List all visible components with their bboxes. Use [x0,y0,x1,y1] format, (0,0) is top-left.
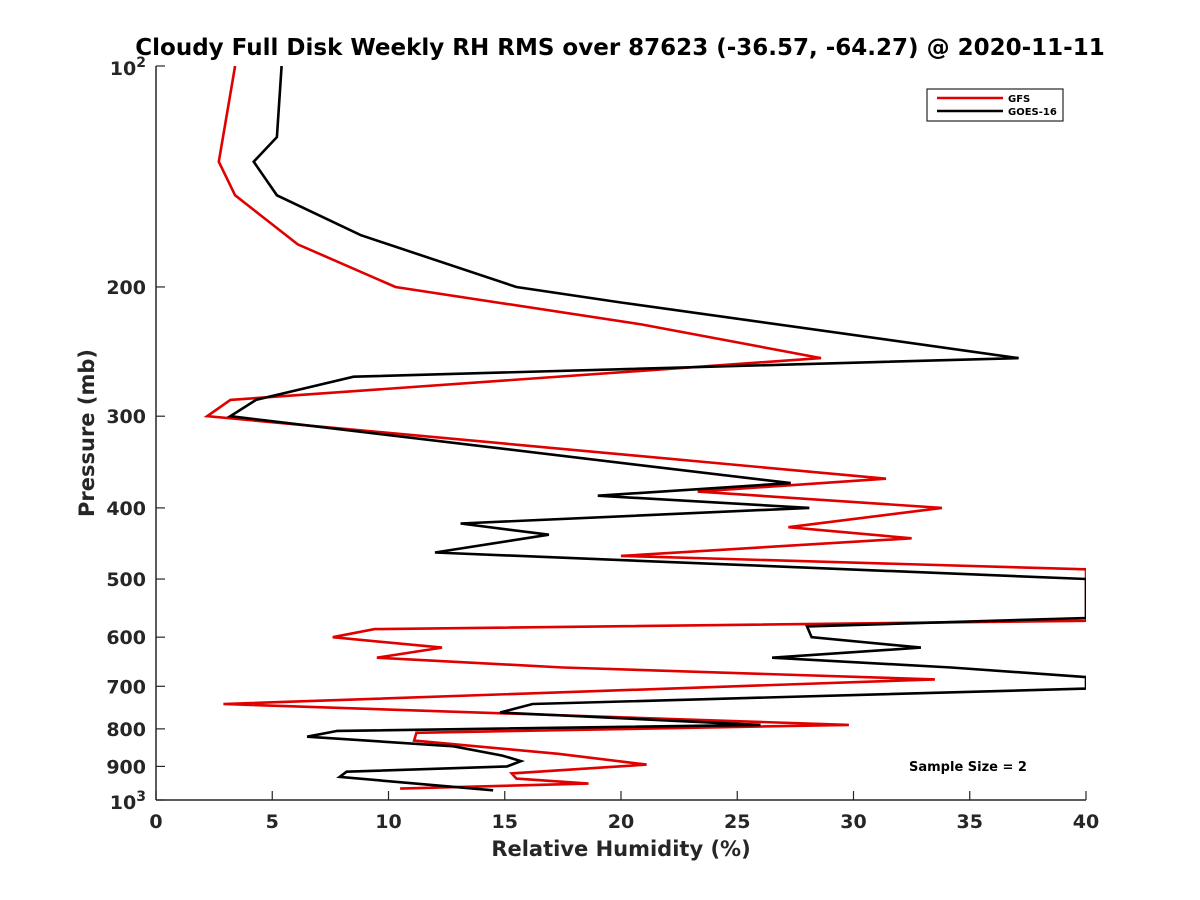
x-tick-label: 35 [957,811,983,833]
legend-box [926,88,1064,122]
series-line-gfs [203,65,1086,790]
y-tick-label: 900 [106,756,146,778]
legend: GFS GOES-16 [926,88,1064,122]
x-tick-label: 25 [724,811,750,833]
x-ticks: 0 5 10 15 20 25 30 35 40 [149,791,1099,833]
y-tick-label: 600 [106,627,146,649]
y-axis-label: Pressure (mb) [75,349,99,517]
y-tick-label: 300 [106,406,146,428]
y-tick-label: 102 [110,55,146,80]
series-line-goes16 [226,65,1086,792]
y-tick-label: 103 [110,789,146,814]
y-tick-label: 200 [106,277,146,299]
legend-label-goes16: GOES-16 [1008,107,1057,118]
y-tick-label: 400 [106,498,146,520]
sample-size-annotation: Sample Size = 2 [909,760,1027,775]
x-tick-label: 5 [266,811,279,833]
y-tick-label: 800 [106,719,146,741]
series-layer [203,65,1086,792]
x-tick-label: 0 [149,811,162,833]
y-tick-label: 500 [106,569,146,591]
x-tick-label: 15 [492,811,518,833]
x-tick-label: 30 [840,811,866,833]
chart-title: Cloudy Full Disk Weekly RH RMS over 8762… [135,35,1104,61]
x-tick-label: 20 [608,811,634,833]
x-tick-label: 10 [375,811,401,833]
x-axis-label: Relative Humidity (%) [491,837,750,861]
y-tick-label: 700 [106,676,146,698]
y-ticks: 102 200 300 400 500 600 700 800 900 103 [106,55,165,814]
x-tick-label: 40 [1073,811,1099,833]
legend-label-gfs: GFS [1008,94,1030,105]
